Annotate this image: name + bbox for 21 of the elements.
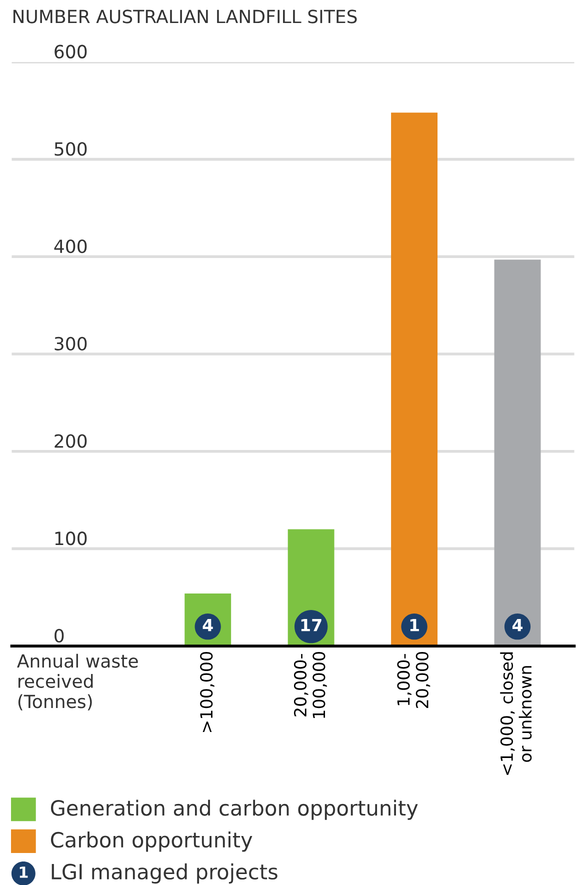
y-tick-label: 500	[54, 142, 87, 156]
y-tick-label: 200	[54, 434, 87, 448]
annotation: 17	[301, 619, 322, 632]
annotation: 4	[512, 619, 523, 632]
legend-label: Carbon opportunity	[50, 832, 252, 852]
y-tick-label: 100	[55, 532, 87, 546]
y-tick-label: 0	[54, 628, 64, 643]
x-tick-label: >100,000	[200, 652, 214, 732]
chart-title: NUMBER AUSTRALIAN LANDFILL SITES	[13, 10, 357, 24]
x-tick-label: <1,000, closed or unknown	[500, 652, 532, 775]
annotation: 1	[410, 619, 419, 632]
legend-label: Generation and carbon opportunity	[50, 800, 418, 820]
text: 1	[20, 866, 28, 878]
x-tick-label: 20,000- 100,000	[294, 652, 327, 718]
y-tick-label: 300	[54, 336, 87, 350]
x-axis-title: Annual waste received (Tonnes)	[17, 654, 138, 710]
y-tick-label: 400	[54, 239, 87, 254]
annotation: 4	[202, 619, 213, 632]
y-tick-label: 600	[54, 44, 87, 58]
text: LGI managed projects	[52, 863, 278, 884]
x-tick-label: 1,000- 20,000	[397, 652, 430, 708]
